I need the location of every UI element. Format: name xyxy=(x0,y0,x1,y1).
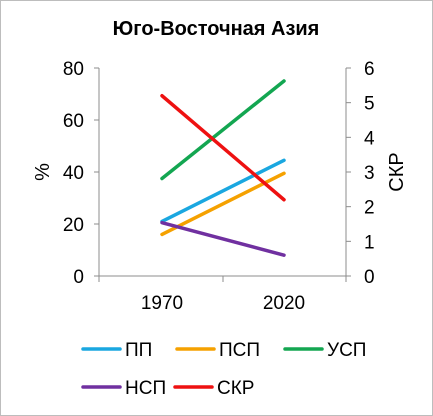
legend-item-2: ПСП xyxy=(175,340,260,361)
right-tick-label: 0 xyxy=(364,267,375,288)
legend-item-3: УСП xyxy=(283,340,366,361)
legend-item-4: НСП xyxy=(81,378,166,399)
legend-label: ПП xyxy=(125,340,152,361)
legend-label: УСП xyxy=(327,340,366,361)
series-line-1 xyxy=(160,158,286,224)
right-tick-label: 2 xyxy=(364,198,375,219)
x-axis-ticks: 1970 2020 xyxy=(98,276,347,314)
right-tick-label: 3 xyxy=(364,163,375,184)
left-tick-label: 40 xyxy=(63,163,84,184)
left-tick-label: 20 xyxy=(63,215,84,236)
chart-title: Юго-Восточная Азия xyxy=(113,18,320,40)
right-tick-label: 1 xyxy=(364,232,375,253)
legend-item-1: ПП xyxy=(81,340,152,361)
series-line-4 xyxy=(160,220,286,257)
right-tick-label: 5 xyxy=(364,94,375,115)
y2-axis-label: СКР xyxy=(386,152,408,191)
left-tick-label: 0 xyxy=(73,267,84,288)
right-tick-label: 4 xyxy=(364,128,375,149)
legend-item-5: СКР xyxy=(173,378,254,399)
x-tick-label: 1970 xyxy=(141,293,183,314)
left-tick-label: 80 xyxy=(63,59,84,80)
left-tick-label: 60 xyxy=(63,111,84,132)
left-axis-ticks: 0 20 40 60 80 xyxy=(63,59,99,288)
legend-label: ПСП xyxy=(219,340,260,361)
x-tick-label: 2020 xyxy=(263,293,305,314)
right-axis-ticks: 0 1 2 3 4 5 6 xyxy=(346,59,375,288)
series-line-3 xyxy=(160,79,286,181)
series-lines xyxy=(160,79,286,257)
legend-label: СКР xyxy=(217,378,254,399)
legend-label: НСП xyxy=(125,378,166,399)
right-tick-label: 6 xyxy=(364,59,375,80)
y-axis-label: % xyxy=(32,163,54,181)
legend: ПП ПСП УСП НСП СКР xyxy=(81,340,366,399)
series-line-5 xyxy=(160,93,286,202)
